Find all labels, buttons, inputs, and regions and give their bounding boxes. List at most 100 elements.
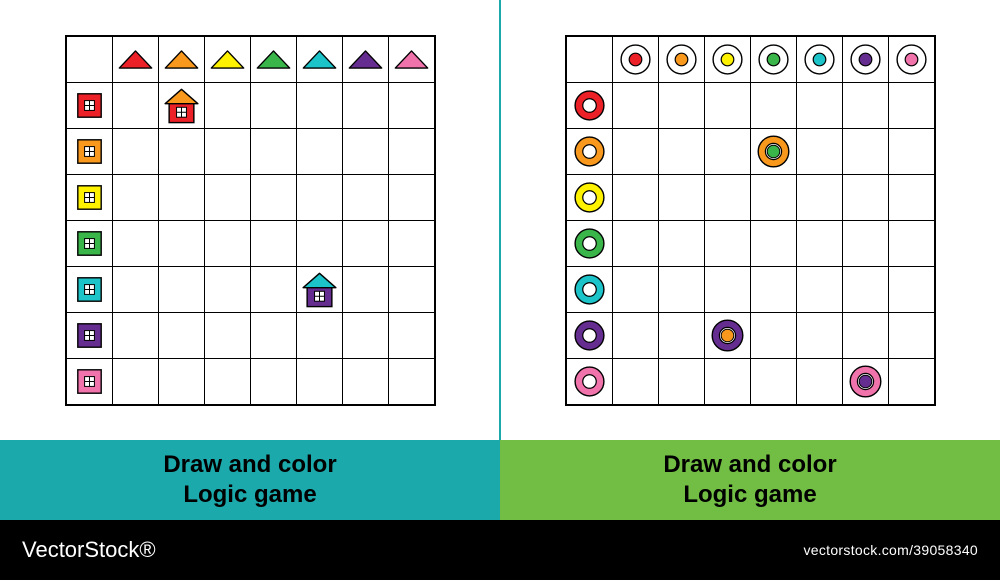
grid-cell xyxy=(612,174,658,220)
grid-cell xyxy=(704,174,750,220)
grid-cell xyxy=(158,220,204,266)
grid-cell xyxy=(612,266,658,312)
grid-cell xyxy=(796,358,842,405)
grid-cell xyxy=(888,174,935,220)
row-header xyxy=(66,128,113,174)
caption-left-line1: Draw and color xyxy=(163,450,336,480)
grid-cell xyxy=(842,82,888,128)
footer: VectorStock® vectorstock.com/39058340 xyxy=(0,520,1000,580)
caption-left-line2: Logic game xyxy=(183,480,316,510)
row-header xyxy=(566,266,613,312)
grid-cell xyxy=(204,358,250,405)
column-header xyxy=(842,36,888,83)
panels xyxy=(0,0,1000,440)
grid-cell xyxy=(342,266,388,312)
grid-cell xyxy=(204,312,250,358)
grid-cell xyxy=(704,128,750,174)
left-grid xyxy=(65,35,436,406)
column-header xyxy=(658,36,704,83)
grid-cell xyxy=(112,358,158,405)
grid-cell xyxy=(250,174,296,220)
column-header xyxy=(342,36,388,83)
grid-cell xyxy=(658,312,704,358)
row-header xyxy=(566,220,613,266)
grid-cell xyxy=(842,266,888,312)
grid-cell xyxy=(888,128,935,174)
grid-cell xyxy=(750,220,796,266)
grid-cell xyxy=(112,82,158,128)
placed-item xyxy=(842,358,888,405)
row-header xyxy=(66,358,113,405)
grid-cell xyxy=(112,266,158,312)
grid-cell xyxy=(158,266,204,312)
grid-cell xyxy=(750,358,796,405)
grid-cell xyxy=(704,358,750,405)
grid-cell xyxy=(612,82,658,128)
row-header xyxy=(66,82,113,128)
caption-left: Draw and color Logic game xyxy=(0,440,500,520)
footer-brand: VectorStock® xyxy=(22,537,156,563)
grid-cell xyxy=(888,312,935,358)
grid-cell xyxy=(112,174,158,220)
grid-cell xyxy=(612,312,658,358)
grid-cell xyxy=(158,312,204,358)
grid-cell xyxy=(750,266,796,312)
grid-cell xyxy=(796,312,842,358)
grid-cell xyxy=(388,266,435,312)
grid-cell xyxy=(566,36,613,83)
caption-row: Draw and color Logic game Draw and color… xyxy=(0,440,1000,520)
grid-cell xyxy=(250,82,296,128)
grid-cell xyxy=(888,358,935,405)
column-header xyxy=(296,36,342,83)
grid-cell xyxy=(612,128,658,174)
grid-cell xyxy=(388,128,435,174)
grid-cell xyxy=(342,174,388,220)
grid-cell xyxy=(112,128,158,174)
grid-cell xyxy=(250,358,296,405)
row-header xyxy=(566,312,613,358)
row-header xyxy=(66,266,113,312)
grid-cell xyxy=(612,358,658,405)
row-header xyxy=(566,174,613,220)
grid-cell xyxy=(658,266,704,312)
row-header xyxy=(566,358,613,405)
grid-cell xyxy=(342,358,388,405)
left-panel xyxy=(0,0,500,440)
grid-cell xyxy=(342,220,388,266)
grid-cell xyxy=(842,220,888,266)
footer-id: vectorstock.com/39058340 xyxy=(803,542,978,558)
grid-cell xyxy=(204,220,250,266)
grid-cell xyxy=(888,220,935,266)
row-header xyxy=(66,220,113,266)
right-grid xyxy=(565,35,936,406)
grid-cell xyxy=(204,174,250,220)
caption-right-line2: Logic game xyxy=(683,480,816,510)
grid-cell xyxy=(796,174,842,220)
grid-cell xyxy=(888,266,935,312)
column-header xyxy=(204,36,250,83)
grid-cell xyxy=(388,220,435,266)
grid-cell xyxy=(750,82,796,128)
grid-cell xyxy=(612,220,658,266)
grid-cell xyxy=(250,312,296,358)
grid-cell xyxy=(296,312,342,358)
grid-cell xyxy=(296,220,342,266)
grid-cell xyxy=(204,266,250,312)
grid-cell xyxy=(842,128,888,174)
grid-cell xyxy=(704,266,750,312)
column-header xyxy=(612,36,658,83)
grid-cell xyxy=(388,358,435,405)
grid-cell xyxy=(842,312,888,358)
grid-cell xyxy=(796,128,842,174)
grid-cell xyxy=(204,82,250,128)
grid-cell xyxy=(658,82,704,128)
grid-cell xyxy=(250,220,296,266)
placed-item xyxy=(158,82,204,128)
grid-cell xyxy=(658,358,704,405)
grid-cell xyxy=(342,82,388,128)
placed-item xyxy=(704,312,750,358)
grid-cell xyxy=(388,174,435,220)
placed-item xyxy=(296,266,342,312)
grid-cell xyxy=(66,36,113,83)
grid-cell xyxy=(388,82,435,128)
